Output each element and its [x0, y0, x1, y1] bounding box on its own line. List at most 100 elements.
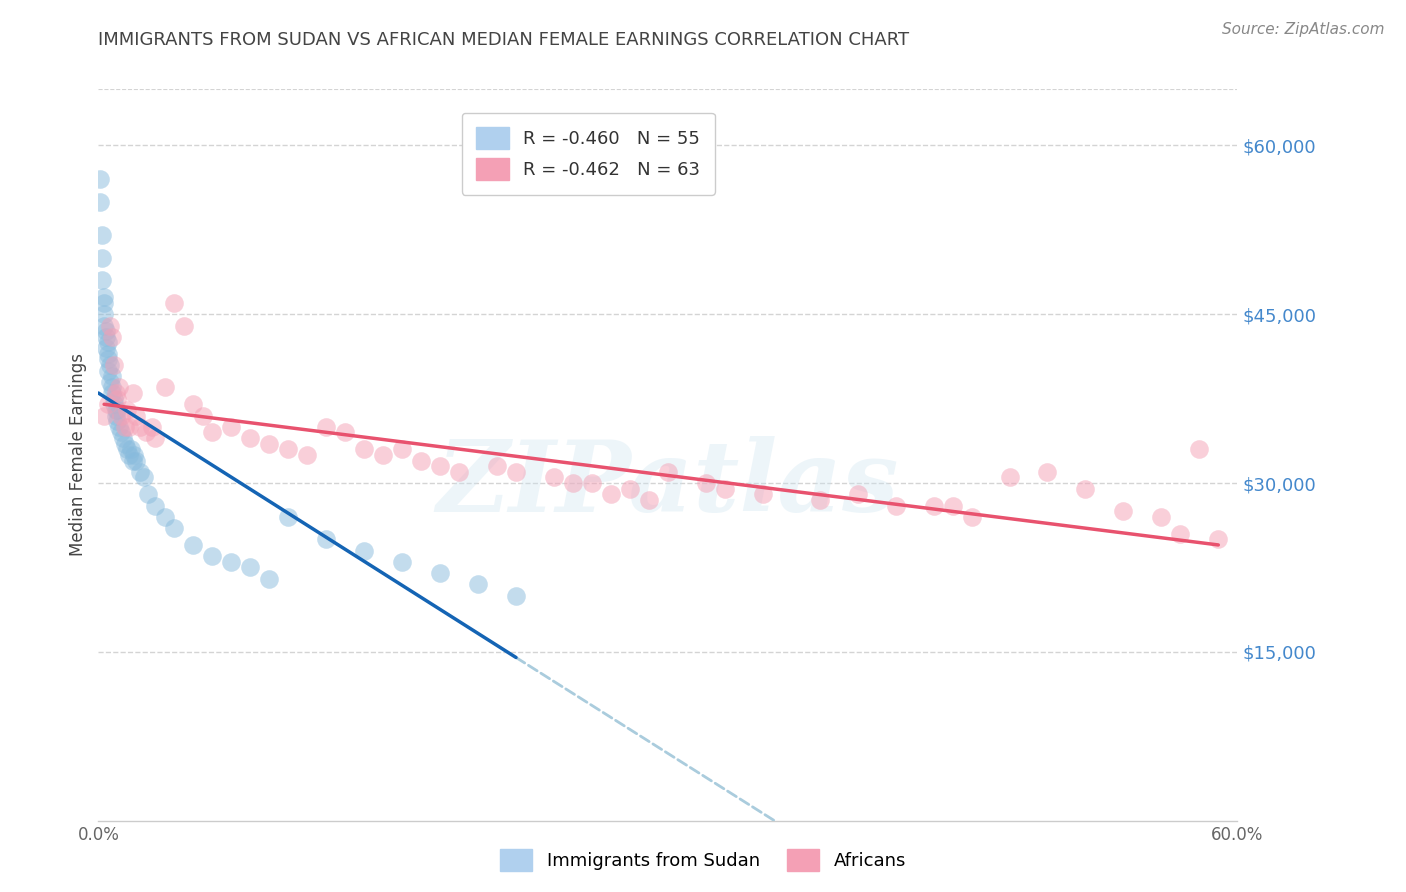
- Point: [429, 566, 451, 580]
- Point: [353, 543, 375, 558]
- Point: [277, 509, 299, 524]
- Point: [657, 465, 679, 479]
- Point: [259, 572, 281, 586]
- Point: [1112, 504, 1135, 518]
- Point: [1036, 465, 1059, 479]
- Point: [93, 296, 115, 310]
- Point: [315, 419, 337, 434]
- Point: [239, 431, 262, 445]
- Point: [297, 448, 319, 462]
- Point: [114, 436, 136, 450]
- Point: [112, 431, 135, 445]
- Text: ZIPatlas: ZIPatlas: [437, 436, 898, 533]
- Point: [115, 403, 138, 417]
- Point: [752, 487, 775, 501]
- Point: [108, 380, 131, 394]
- Point: [94, 341, 117, 355]
- Point: [411, 453, 433, 467]
- Point: [120, 442, 142, 457]
- Point: [94, 324, 117, 338]
- Point: [239, 560, 262, 574]
- Point: [145, 499, 167, 513]
- Point: [110, 425, 132, 440]
- Point: [467, 577, 489, 591]
- Point: [118, 448, 141, 462]
- Point: [121, 453, 143, 467]
- Point: [998, 470, 1021, 484]
- Point: [104, 403, 127, 417]
- Point: [884, 499, 907, 513]
- Point: [922, 499, 945, 513]
- Point: [391, 442, 413, 457]
- Point: [100, 380, 122, 394]
- Point: [89, 194, 111, 209]
- Point: [960, 509, 983, 524]
- Point: [136, 487, 159, 501]
- Point: [121, 386, 143, 401]
- Point: [315, 533, 337, 547]
- Point: [135, 425, 157, 440]
- Point: [600, 487, 623, 501]
- Point: [221, 419, 243, 434]
- Point: [942, 499, 965, 513]
- Point: [103, 392, 125, 406]
- Point: [98, 318, 121, 333]
- Point: [89, 172, 111, 186]
- Point: [277, 442, 299, 457]
- Point: [1150, 509, 1173, 524]
- Point: [108, 419, 131, 434]
- Point: [353, 442, 375, 457]
- Point: [129, 419, 152, 434]
- Point: [91, 273, 114, 287]
- Point: [153, 380, 176, 394]
- Point: [124, 448, 146, 462]
- Point: [125, 409, 148, 423]
- Point: [1208, 533, 1230, 547]
- Point: [114, 419, 136, 434]
- Point: [259, 436, 281, 450]
- Point: [153, 509, 176, 524]
- Point: [429, 459, 451, 474]
- Point: [335, 425, 357, 440]
- Point: [107, 403, 129, 417]
- Point: [107, 414, 129, 428]
- Point: [97, 346, 120, 360]
- Point: [104, 386, 127, 401]
- Point: [163, 296, 186, 310]
- Point: [505, 589, 527, 603]
- Point: [97, 397, 120, 411]
- Point: [94, 330, 117, 344]
- Point: [145, 431, 167, 445]
- Point: [98, 375, 121, 389]
- Point: [93, 318, 115, 333]
- Point: [449, 465, 471, 479]
- Point: [100, 386, 122, 401]
- Text: Source: ZipAtlas.com: Source: ZipAtlas.com: [1222, 22, 1385, 37]
- Point: [173, 318, 195, 333]
- Point: [98, 358, 121, 372]
- Point: [93, 409, 115, 423]
- Y-axis label: Median Female Earnings: Median Female Earnings: [69, 353, 87, 557]
- Legend: Immigrants from Sudan, Africans: Immigrants from Sudan, Africans: [492, 842, 914, 879]
- Point: [141, 419, 163, 434]
- Point: [695, 476, 717, 491]
- Point: [93, 307, 115, 321]
- Point: [103, 397, 125, 411]
- Legend: R = -0.460   N = 55, R = -0.462   N = 63: R = -0.460 N = 55, R = -0.462 N = 63: [461, 113, 714, 194]
- Point: [714, 482, 737, 496]
- Point: [846, 487, 869, 501]
- Point: [110, 409, 132, 423]
- Point: [183, 538, 205, 552]
- Point: [391, 555, 413, 569]
- Point: [1170, 526, 1192, 541]
- Point: [581, 476, 603, 491]
- Point: [132, 470, 155, 484]
- Point: [163, 521, 186, 535]
- Point: [201, 549, 224, 564]
- Point: [562, 476, 585, 491]
- Point: [125, 453, 148, 467]
- Point: [107, 392, 129, 406]
- Point: [129, 465, 152, 479]
- Point: [103, 358, 125, 372]
- Point: [808, 492, 831, 507]
